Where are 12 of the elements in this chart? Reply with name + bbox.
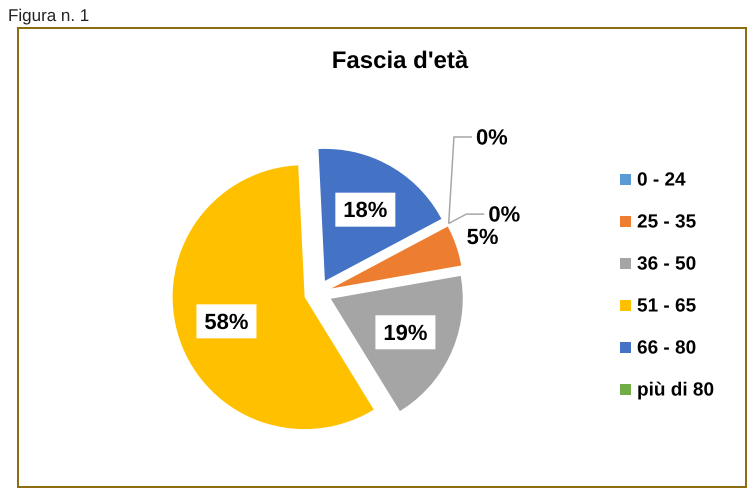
data-label: 58% — [204, 308, 248, 334]
legend-label: 25 - 35 — [637, 212, 697, 232]
legend-label: più di 80 — [637, 380, 714, 400]
text: 0% — [476, 124, 508, 150]
text: Figura n. 1 — [8, 6, 90, 25]
legend-label: 36 - 50 — [637, 254, 696, 274]
data-label: 19% — [383, 320, 428, 345]
legend-label: 66 - 80 — [637, 338, 696, 358]
legend-label: 0 - 24 — [637, 170, 686, 190]
legend-label: 51 - 65 — [637, 296, 697, 316]
data-label: 18% — [343, 197, 388, 222]
chart-title: Fascia d'età — [332, 47, 469, 74]
